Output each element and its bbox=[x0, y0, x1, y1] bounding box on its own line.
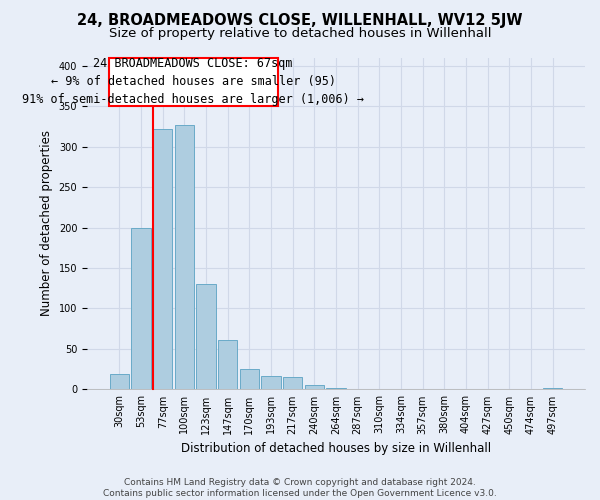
Bar bbox=[239, 369, 259, 390]
Text: Contains HM Land Registry data © Crown copyright and database right 2024.
Contai: Contains HM Land Registry data © Crown c… bbox=[103, 478, 497, 498]
Text: Size of property relative to detached houses in Willenhall: Size of property relative to detached ho… bbox=[109, 28, 491, 40]
Bar bbox=[543, 388, 562, 390]
Bar bbox=[305, 384, 324, 390]
Text: 24 BROADMEADOWS CLOSE: 67sqm
← 9% of detached houses are smaller (95)
91% of sem: 24 BROADMEADOWS CLOSE: 67sqm ← 9% of det… bbox=[22, 58, 364, 106]
Text: 24, BROADMEADOWS CLOSE, WILLENHALL, WV12 5JW: 24, BROADMEADOWS CLOSE, WILLENHALL, WV12… bbox=[77, 12, 523, 28]
Bar bbox=[110, 374, 129, 390]
Bar bbox=[196, 284, 216, 390]
Bar bbox=[218, 340, 238, 390]
Bar bbox=[131, 228, 151, 390]
Bar bbox=[348, 388, 367, 390]
Y-axis label: Number of detached properties: Number of detached properties bbox=[40, 130, 53, 316]
X-axis label: Distribution of detached houses by size in Willenhall: Distribution of detached houses by size … bbox=[181, 442, 491, 455]
Bar bbox=[261, 376, 281, 390]
FancyBboxPatch shape bbox=[109, 58, 278, 106]
Bar bbox=[153, 128, 172, 390]
Bar bbox=[175, 124, 194, 390]
Bar bbox=[326, 388, 346, 390]
Bar bbox=[283, 378, 302, 390]
